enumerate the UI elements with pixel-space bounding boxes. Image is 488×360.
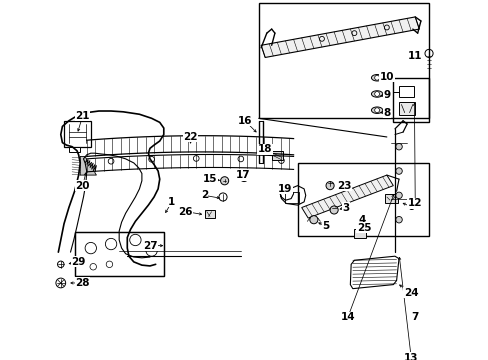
Text: 6: 6 — [407, 202, 414, 212]
Polygon shape — [261, 17, 418, 58]
Text: 27: 27 — [142, 240, 157, 251]
Text: 1: 1 — [168, 197, 175, 207]
Text: 4: 4 — [358, 215, 366, 225]
Text: 14: 14 — [340, 312, 354, 322]
Text: 23: 23 — [337, 181, 351, 191]
Circle shape — [395, 168, 402, 174]
Text: 15: 15 — [203, 174, 217, 184]
Text: 22: 22 — [183, 132, 198, 142]
Text: 2: 2 — [200, 190, 207, 201]
Bar — [385, 194, 397, 203]
Circle shape — [395, 216, 402, 223]
Circle shape — [374, 91, 379, 96]
Text: 9: 9 — [383, 90, 389, 100]
Circle shape — [395, 143, 402, 150]
Bar — [74, 232, 163, 276]
Bar — [354, 229, 365, 238]
Text: 28: 28 — [75, 278, 90, 288]
Text: 19: 19 — [278, 184, 292, 194]
Bar — [74, 232, 163, 276]
Text: 18: 18 — [257, 144, 272, 154]
Bar — [69, 147, 80, 152]
Bar — [392, 78, 428, 122]
Circle shape — [329, 206, 338, 214]
Ellipse shape — [371, 107, 382, 113]
Ellipse shape — [371, 91, 382, 97]
Text: 26: 26 — [178, 207, 193, 217]
Text: 29: 29 — [71, 257, 85, 267]
Polygon shape — [301, 175, 392, 218]
Circle shape — [395, 192, 402, 199]
Text: 8: 8 — [383, 108, 390, 118]
Bar — [398, 102, 414, 115]
Circle shape — [325, 181, 333, 190]
Text: 11: 11 — [407, 51, 422, 61]
Text: 24: 24 — [403, 288, 418, 298]
Circle shape — [219, 193, 226, 201]
Circle shape — [374, 108, 379, 113]
Bar — [271, 151, 283, 161]
Circle shape — [374, 75, 379, 80]
Text: 25: 25 — [356, 223, 370, 233]
Text: 12: 12 — [407, 198, 422, 208]
Text: 3: 3 — [342, 203, 349, 212]
Text: 16: 16 — [237, 116, 252, 126]
Text: 20: 20 — [75, 181, 90, 191]
Bar — [297, 163, 428, 236]
Bar — [284, 192, 299, 203]
Ellipse shape — [371, 75, 382, 81]
Text: 5: 5 — [322, 221, 329, 231]
Circle shape — [240, 174, 247, 181]
Text: 13: 13 — [403, 352, 418, 360]
Circle shape — [309, 216, 317, 224]
Bar — [398, 86, 413, 97]
Bar — [64, 121, 91, 147]
Text: 21: 21 — [75, 111, 90, 121]
Text: 10: 10 — [379, 72, 393, 82]
Bar — [258, 3, 428, 118]
Text: 17: 17 — [236, 170, 250, 180]
Polygon shape — [80, 157, 96, 175]
Circle shape — [220, 177, 228, 185]
Polygon shape — [349, 256, 398, 289]
Bar — [205, 210, 214, 218]
Text: 7: 7 — [411, 312, 418, 322]
